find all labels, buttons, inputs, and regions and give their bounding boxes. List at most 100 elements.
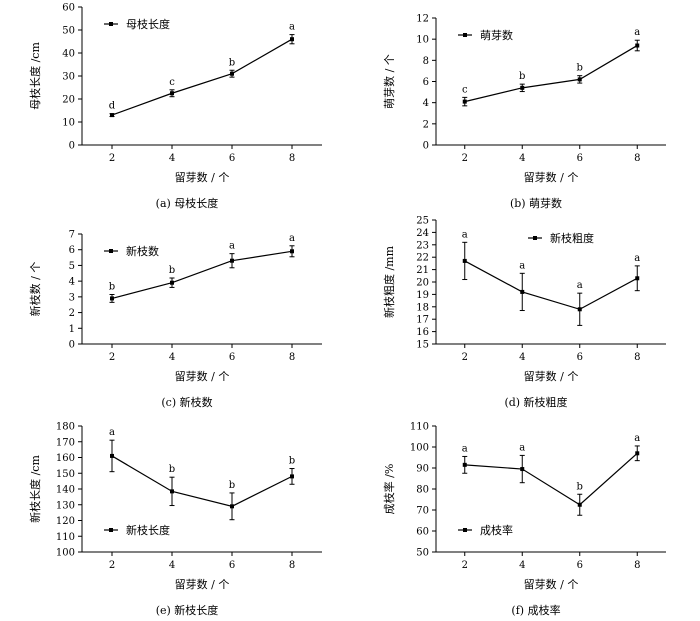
- panel-caption: (d) 新枝粗度: [504, 395, 567, 409]
- data-point: [110, 113, 114, 118]
- x-tick-label: 8: [634, 352, 640, 363]
- data-point: [577, 502, 582, 507]
- legend: 成枝率: [458, 523, 513, 537]
- x-tick-label: 8: [634, 560, 640, 571]
- x-axis-label: 留芽数 / 个: [524, 577, 579, 591]
- significance-letter: b: [169, 464, 175, 475]
- data-point: [462, 258, 467, 263]
- y-axis-label: 新枝粗度 /mm: [382, 245, 396, 318]
- legend-marker: [463, 528, 467, 532]
- x-tick-label: 6: [577, 560, 583, 571]
- significance-letter: b: [109, 282, 115, 293]
- y-tick-label: 10: [62, 118, 75, 129]
- panel-caption: (e) 新枝长度: [156, 603, 219, 617]
- x-tick-label: 4: [169, 560, 175, 571]
- y-tick-label: 20: [416, 278, 429, 289]
- legend-marker: [109, 249, 113, 253]
- significance-letter: a: [109, 427, 115, 438]
- legend: 新枝粗度: [528, 231, 594, 245]
- significance-letter: c: [169, 77, 175, 88]
- significance-letter: a: [519, 442, 525, 453]
- legend-label: 新枝数: [126, 244, 159, 258]
- x-tick-label: 8: [634, 153, 640, 164]
- significance-letter: c: [462, 84, 468, 95]
- series-line: [464, 260, 638, 310]
- data-point: [230, 258, 234, 263]
- y-tick-label: 170: [56, 437, 75, 448]
- y-tick-label: 110: [56, 532, 75, 543]
- x-axis-label: 留芽数 / 个: [524, 369, 579, 383]
- significance-letter: b: [289, 456, 295, 467]
- y-tick-label: 2: [423, 119, 429, 130]
- data-point: [230, 71, 234, 76]
- significance-letter: a: [229, 241, 235, 252]
- series-line: [111, 38, 293, 116]
- data-point: [170, 91, 174, 96]
- legend-marker: [533, 236, 537, 240]
- y-tick-label: 24: [416, 228, 429, 239]
- data-point: [462, 462, 467, 467]
- data-point: [290, 474, 294, 479]
- y-tick-label: 70: [416, 506, 429, 517]
- significance-letter: a: [519, 260, 525, 271]
- panel-caption: (c) 新枝数: [161, 395, 212, 409]
- data-point: [577, 77, 582, 82]
- y-tick-label: 0: [69, 141, 75, 152]
- legend-label: 成枝率: [480, 523, 513, 537]
- x-axis-label: 留芽数 / 个: [175, 577, 230, 591]
- y-tick-label: 4: [423, 98, 429, 109]
- significance-letter: a: [634, 27, 640, 38]
- significance-letter: a: [289, 233, 295, 244]
- y-axis-label: 母枝长度 /cm: [28, 42, 42, 110]
- y-tick-label: 17: [416, 315, 429, 326]
- y-tick-label: 180: [56, 422, 75, 433]
- significance-letter: b: [169, 265, 175, 276]
- x-tick-label: 6: [577, 352, 583, 363]
- x-tick-label: 8: [289, 153, 295, 164]
- significance-letter: a: [577, 280, 583, 291]
- legend-label: 新枝长度: [126, 523, 170, 537]
- chart-panel-b: 0 2 4 6 8 10 12 2 4 6 8 留芽数 / 个 萌芽数 / 个 (b) 萌芽数 c b b a 萌芽…: [382, 14, 666, 210]
- y-tick-label: 2: [69, 308, 75, 319]
- y-axis-label: 新枝数 / 个: [28, 262, 42, 317]
- data-point: [520, 289, 525, 294]
- y-tick-label: 150: [56, 469, 75, 480]
- y-tick-label: 10: [416, 35, 429, 46]
- significance-letter: b: [229, 57, 235, 68]
- legend: 新枝数: [104, 244, 159, 258]
- data-point: [110, 453, 114, 458]
- y-tick-label: 19: [416, 290, 429, 301]
- y-tick-label: 25: [416, 216, 429, 227]
- significance-letter: a: [634, 253, 640, 264]
- x-axis-label: 留芽数 / 个: [175, 170, 230, 184]
- y-tick-label: 6: [69, 245, 75, 256]
- y-tick-label: 3: [69, 292, 75, 303]
- y-tick-label: 60: [62, 3, 75, 14]
- y-tick-label: 15: [416, 340, 429, 351]
- y-tick-label: 100: [56, 548, 75, 559]
- y-tick-label: 80: [416, 485, 429, 496]
- series-line: [111, 455, 293, 507]
- legend: 萌芽数: [458, 28, 513, 42]
- data-point: [290, 37, 294, 42]
- legend-marker: [463, 33, 467, 37]
- panel-caption: (b) 萌芽数: [510, 196, 562, 210]
- y-tick-label: 160: [56, 453, 75, 464]
- y-tick-label: 120: [56, 516, 75, 527]
- legend-marker: [109, 22, 113, 26]
- chart-panel-f: 50 60 70 80 90 100 110 2 4 6 8 留芽数 / 个 成枝率 /% (f) 成枝率…: [382, 422, 666, 617]
- series-line: [464, 44, 638, 103]
- legend-label: 萌芽数: [480, 28, 513, 42]
- x-tick-label: 6: [229, 560, 235, 571]
- x-tick-label: 6: [577, 153, 583, 164]
- x-axis-label: 留芽数 / 个: [524, 170, 579, 184]
- y-tick-label: 60: [416, 527, 429, 538]
- y-tick-label: 0: [69, 340, 75, 351]
- chart-panel-a: 0 10 20 30 40 50 60 2 4 6 8 留芽数 / 个 母枝长度 /cm (a) 母枝长度…: [28, 3, 322, 210]
- y-tick-label: 30: [62, 72, 75, 83]
- data-point: [520, 467, 525, 472]
- y-tick-label: 6: [423, 77, 429, 88]
- significance-letter: b: [519, 71, 525, 82]
- chart-panel-e: 100 110 120 130 140 150 160 170 180 2 4 6 8 留芽数 / 个 新枝…: [28, 422, 322, 617]
